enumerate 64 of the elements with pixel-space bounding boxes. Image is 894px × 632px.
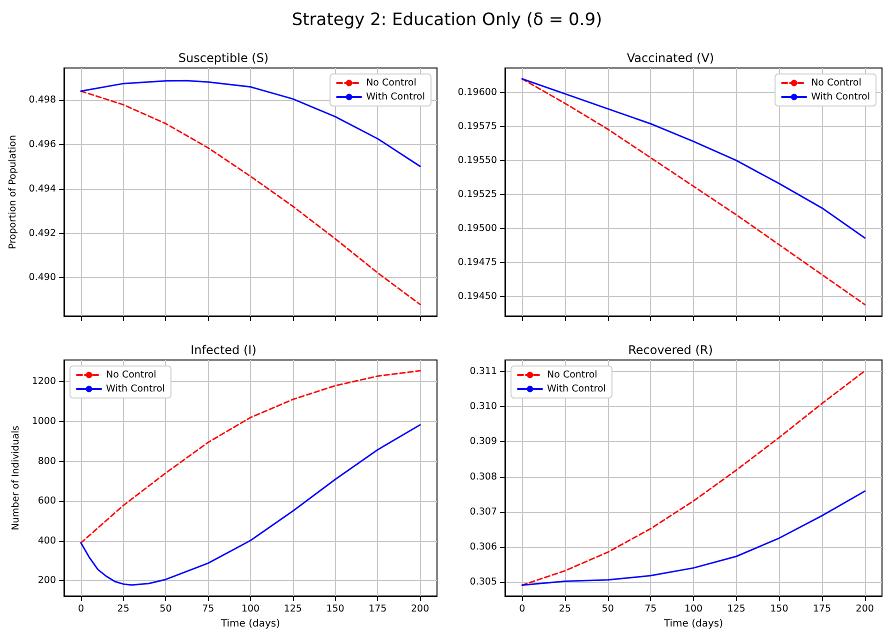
y-tick-label: 0.19600 [458,86,497,98]
x-tick-label: 75 [644,604,657,614]
chart-title: Vaccinated (V) [626,51,714,65]
y-axis-title: Proportion of Population [7,134,18,250]
x-axis-title: Time (days) [220,618,280,630]
y-tick-label: 0.309 [470,436,497,448]
y-tick-label: 200 [38,575,56,586]
x-tick-label: 150 [770,604,788,614]
legend-label: With Control [106,384,165,394]
y-tick-label: 0.19450 [458,290,497,302]
x-tick-label: 175 [812,604,832,614]
y-tick-label: 0.305 [470,576,497,588]
x-tick-label: 50 [160,604,172,614]
x-tick-label: 125 [284,604,302,614]
y-tick-label: 600 [38,496,56,507]
x-tick-label: 200 [410,604,430,614]
y-tick-label: 0.306 [470,541,497,552]
y-tick-label: 0.19525 [458,188,497,200]
chart-title: Infected (I) [190,343,256,357]
line-series [80,424,421,586]
x-tick-label: 75 [202,604,214,614]
y-tick-label: 0.307 [470,506,497,518]
line-series [80,370,421,544]
text: Strategy 2: Education Only (δ = 0.9) [290,10,604,30]
legend-label: No Control [366,78,416,88]
chart-title: Recovered (R) [628,343,713,357]
y-tick-label: 0.494 [28,183,56,194]
y-tick-label: 0.308 [470,471,497,482]
y-tick-label: 400 [38,535,56,546]
line-series [521,490,866,586]
legend-label: With Control [811,92,870,102]
y-tick-label: 1000 [32,416,56,427]
y-tick-label: 0.490 [28,272,56,284]
y-tick-label: 0.19475 [458,256,497,268]
x-tick-label: 200 [856,604,874,614]
legend-label: No Control [106,370,156,380]
legend-label: No Control [811,78,862,88]
y-tick-label: 0.496 [28,138,56,150]
y-tick-label: 800 [38,456,56,467]
x-tick-label: 175 [368,604,387,614]
y-tick-label: 0.19550 [458,154,497,166]
x-tick-label: 150 [326,604,344,614]
y-tick-label: 0.498 [28,94,56,106]
x-tick-label: 0 [519,604,526,614]
legend-label: With Control [366,92,426,102]
x-tick-label: 125 [727,604,746,614]
y-tick-label: 1200 [32,376,56,388]
y-tick-label: 0.19500 [458,222,497,234]
x-tick-label: 100 [684,604,703,614]
line-series [521,370,866,586]
chart-title: Susceptible (S) [178,51,269,65]
y-tick-label: 0.19575 [458,120,497,132]
x-tick-label: 25 [117,604,130,614]
y-tick-label: 0.492 [28,228,56,239]
x-tick-label: 100 [241,604,260,614]
x-axis-title: Time (days) [662,618,724,630]
y-tick-label: 0.311 [470,366,497,378]
legend-label: With Control [547,384,606,394]
y-tick-label: 0.310 [470,401,497,412]
y-axis-title: Number of Individuals [10,426,22,530]
x-tick-label: 0 [78,604,84,614]
x-tick-label: 25 [558,604,572,614]
x-tick-label: 50 [602,604,614,614]
legend-label: No Control [547,370,598,380]
